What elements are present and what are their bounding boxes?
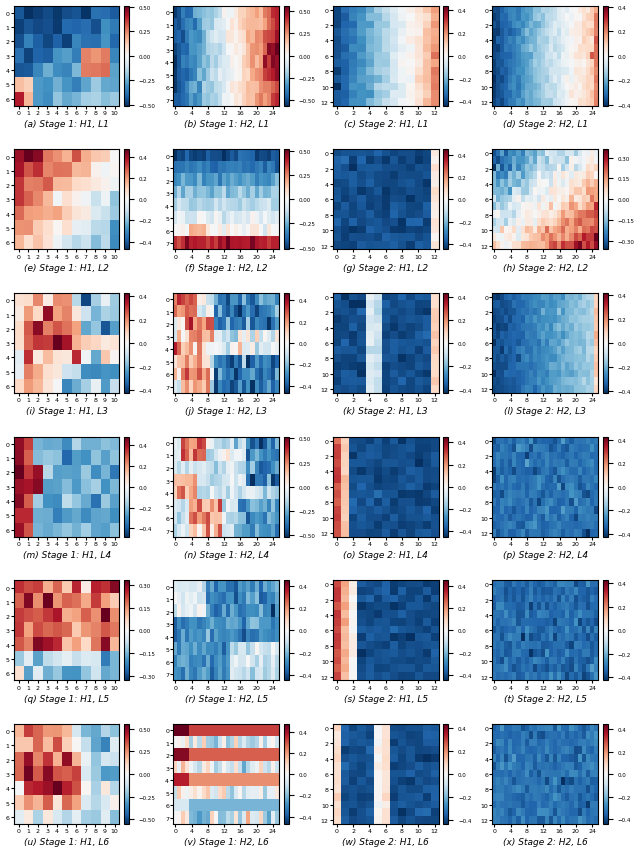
- X-axis label: (p) Stage 2: H2, L4: (p) Stage 2: H2, L4: [503, 550, 588, 560]
- X-axis label: (n) Stage 1: H2, L4: (n) Stage 1: H2, L4: [184, 550, 269, 560]
- X-axis label: (v) Stage 1: H2, L6: (v) Stage 1: H2, L6: [184, 838, 269, 846]
- X-axis label: (k) Stage 2: H1, L3: (k) Stage 2: H1, L3: [344, 407, 428, 416]
- X-axis label: (f) Stage 1: H2, L2: (f) Stage 1: H2, L2: [185, 263, 268, 273]
- X-axis label: (m) Stage 1: H1, L4: (m) Stage 1: H1, L4: [22, 550, 111, 560]
- X-axis label: (g) Stage 2: H1, L2: (g) Stage 2: H1, L2: [343, 263, 428, 273]
- X-axis label: (d) Stage 2: H2, L1: (d) Stage 2: H2, L1: [503, 120, 588, 129]
- X-axis label: (u) Stage 1: H1, L6: (u) Stage 1: H1, L6: [24, 838, 109, 846]
- X-axis label: (q) Stage 1: H1, L5: (q) Stage 1: H1, L5: [24, 694, 109, 703]
- X-axis label: (x) Stage 2: H2, L6: (x) Stage 2: H2, L6: [503, 838, 588, 846]
- X-axis label: (b) Stage 1: H2, L1: (b) Stage 1: H2, L1: [184, 120, 269, 129]
- X-axis label: (t) Stage 2: H2, L5: (t) Stage 2: H2, L5: [504, 694, 587, 703]
- X-axis label: (o) Stage 2: H1, L4: (o) Stage 2: H1, L4: [343, 550, 428, 560]
- X-axis label: (h) Stage 2: H2, L2: (h) Stage 2: H2, L2: [503, 263, 588, 273]
- X-axis label: (w) Stage 2: H1, L6: (w) Stage 2: H1, L6: [342, 838, 429, 846]
- X-axis label: (i) Stage 1: H1, L3: (i) Stage 1: H1, L3: [26, 407, 108, 416]
- X-axis label: (a) Stage 1: H1, L1: (a) Stage 1: H1, L1: [24, 120, 109, 129]
- X-axis label: (c) Stage 2: H1, L1: (c) Stage 2: H1, L1: [344, 120, 428, 129]
- X-axis label: (s) Stage 2: H1, L5: (s) Stage 2: H1, L5: [344, 694, 428, 703]
- X-axis label: (l) Stage 2: H2, L3: (l) Stage 2: H2, L3: [504, 407, 586, 416]
- X-axis label: (j) Stage 1: H2, L3: (j) Stage 1: H2, L3: [185, 407, 267, 416]
- X-axis label: (e) Stage 1: H1, L2: (e) Stage 1: H1, L2: [24, 263, 109, 273]
- X-axis label: (r) Stage 1: H2, L5: (r) Stage 1: H2, L5: [184, 694, 268, 703]
